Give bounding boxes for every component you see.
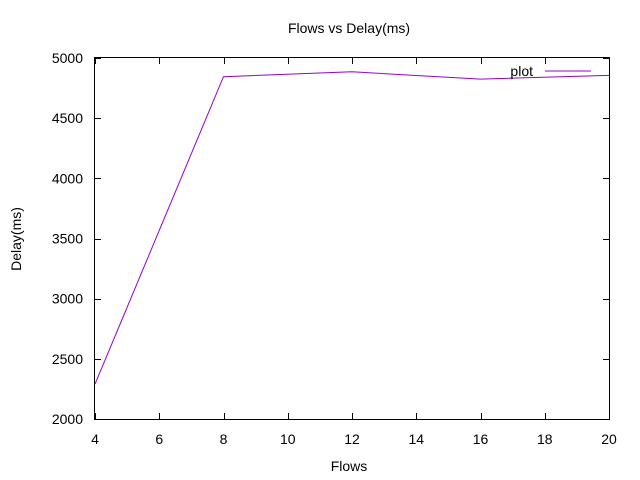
x-tick-label: 16 [473, 431, 489, 447]
axis-ticks: 4 6 8 10 12 14 16 18 20 2000 2500 3000 3500 4000 4500 5… [52, 50, 617, 447]
y-tick-label: 2500 [52, 351, 83, 367]
legend: plot [510, 63, 591, 79]
x-axis-title: Flows [331, 458, 368, 474]
x-tick-label: 18 [537, 431, 553, 447]
y-tick-label: 5000 [52, 50, 83, 66]
x-tick-label: 14 [408, 431, 424, 447]
plot-area-frame [94, 57, 610, 420]
y-axis-title: Delay(ms) [8, 207, 24, 271]
y-tick-label: 4500 [52, 110, 83, 126]
y-tick-label: 4000 [52, 170, 83, 186]
x-tick-label: 4 [91, 431, 99, 447]
legend-label-plot: plot [510, 63, 533, 79]
x-tick-label: 8 [220, 431, 228, 447]
x-tick-label: 12 [344, 431, 360, 447]
x-tick-label: 20 [601, 431, 617, 447]
x-tick-label: 6 [155, 431, 163, 447]
y-tick-label: 2000 [52, 411, 83, 427]
y-tick-label: 3500 [52, 231, 83, 247]
chart-title: Flows vs Delay(ms) [288, 20, 410, 36]
x-tick-label: 10 [280, 431, 296, 447]
series-layer [94, 71, 610, 385]
series-line-plot [94, 71, 610, 385]
y-tick-label: 3000 [52, 291, 83, 307]
